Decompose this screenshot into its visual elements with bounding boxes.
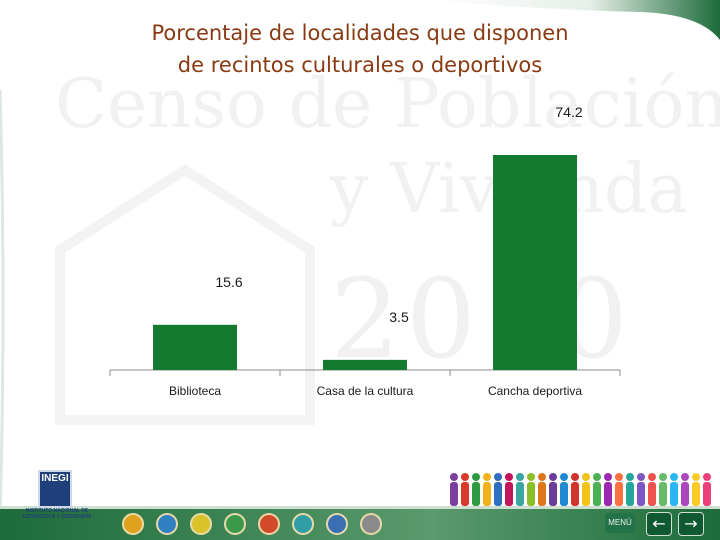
chart-title-line-1: Porcentaje de localidades que disponen	[151, 21, 569, 45]
nav-icon-6[interactable]	[292, 513, 314, 535]
person-icon	[527, 473, 535, 506]
nav-icon-8[interactable]	[360, 513, 382, 535]
arrow-left-icon[interactable]: ←	[646, 512, 672, 536]
inegi-logo-text: INEGI	[41, 473, 69, 484]
person-icon	[670, 473, 678, 506]
people-row-illustration	[450, 473, 711, 506]
person-icon	[648, 473, 656, 506]
nav-icon-7[interactable]	[326, 513, 348, 535]
person-icon	[483, 473, 491, 506]
person-icon	[659, 473, 667, 506]
nav-icon-3[interactable]	[190, 513, 212, 535]
person-icon	[472, 473, 480, 506]
person-icon	[703, 473, 711, 506]
person-icon	[571, 473, 579, 506]
category-label-1: Biblioteca	[169, 384, 221, 398]
bar-3	[493, 155, 577, 370]
person-icon	[538, 473, 546, 506]
data-label-2: 3.5	[389, 309, 409, 325]
left-border-curve	[0, 89, 5, 521]
watermark-text-1: Censo de Población	[55, 65, 720, 144]
person-icon	[692, 473, 700, 506]
nav-icon-1[interactable]	[122, 513, 144, 535]
data-label-1: 15.6	[215, 274, 242, 290]
category-label-2: Casa de la cultura	[317, 384, 414, 398]
person-icon	[494, 473, 502, 506]
category-label-3: Cancha deportiva	[488, 384, 582, 398]
person-icon	[582, 473, 590, 506]
house-watermark	[55, 164, 315, 425]
chart-title-line-2: de recintos culturales o deportivos	[177, 53, 543, 77]
person-icon	[505, 473, 513, 506]
inegi-logo: INEGI	[38, 470, 72, 508]
person-icon	[615, 473, 623, 506]
person-icon	[461, 473, 469, 506]
menu-button[interactable]: MENÚ	[605, 513, 635, 533]
person-icon	[637, 473, 645, 506]
top-right-swoosh	[430, 0, 720, 40]
nav-icon-4[interactable]	[224, 513, 246, 535]
person-icon	[593, 473, 601, 506]
person-icon	[450, 473, 458, 506]
bar-2	[323, 359, 407, 370]
person-icon	[516, 473, 524, 506]
person-icon	[604, 473, 612, 506]
nav-icon-5[interactable]	[258, 513, 280, 535]
person-icon	[626, 473, 634, 506]
person-icon	[560, 473, 568, 506]
bar-1	[153, 324, 237, 370]
person-icon	[549, 473, 557, 506]
data-label-3: 74.2	[555, 104, 582, 120]
arrow-right-icon[interactable]: →	[678, 512, 704, 536]
inegi-logo-subtitle: INSTITUTO NACIONAL DE ESTADÍSTICA Y GEOG…	[22, 508, 92, 520]
person-icon	[681, 473, 689, 506]
nav-icon-2[interactable]	[156, 513, 178, 535]
